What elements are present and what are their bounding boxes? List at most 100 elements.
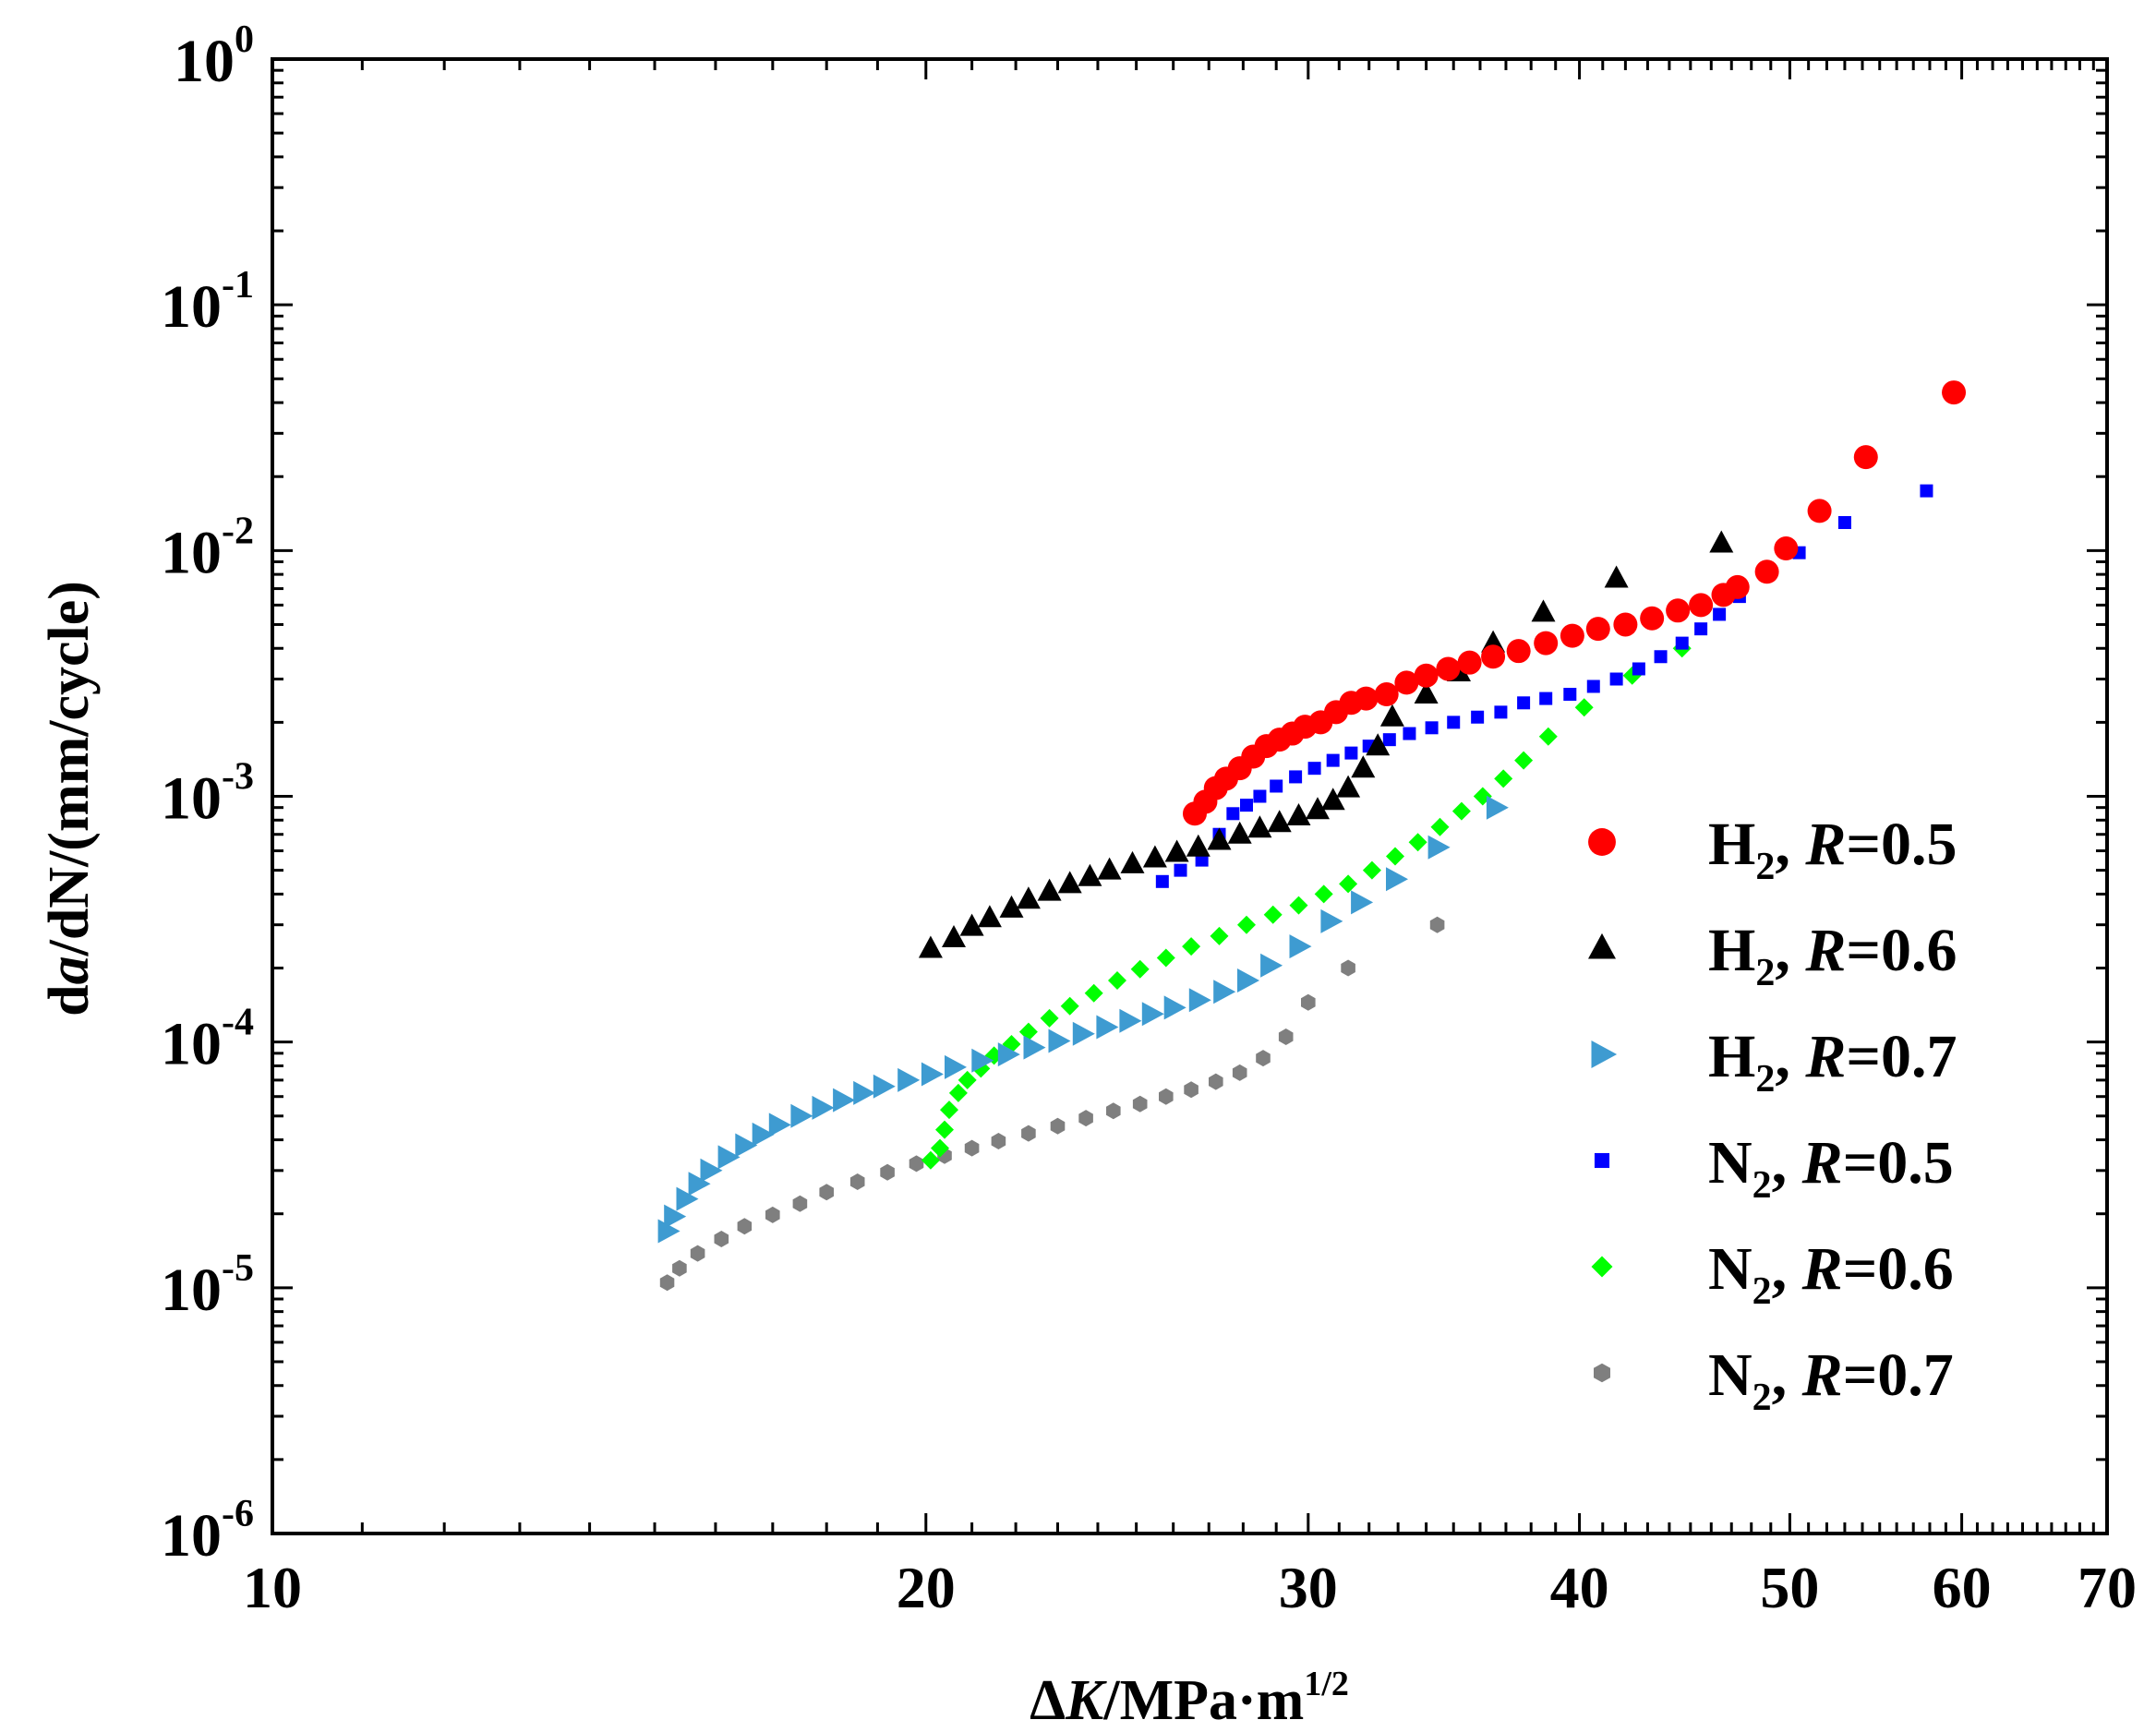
data-point	[1425, 721, 1439, 735]
data-point	[1427, 835, 1451, 860]
data-point	[1237, 968, 1259, 992]
data-point	[897, 1067, 921, 1092]
data-point	[931, 1138, 949, 1158]
legend-rvalue: =0.7	[1843, 1341, 1954, 1409]
legend-sub: 2	[1753, 1377, 1772, 1419]
data-point	[1471, 710, 1485, 724]
data-point	[1072, 1021, 1095, 1046]
data-point	[1237, 915, 1256, 934]
legend-label: H2, R=0.7	[1708, 1023, 1957, 1101]
y-tick-exp: -1	[222, 264, 254, 307]
legend-sub: 2	[1753, 1164, 1772, 1207]
data-point	[1301, 993, 1316, 1011]
y-tick-exp: 0	[235, 18, 254, 61]
data-point	[1097, 857, 1122, 880]
x-axis-label: ΔK/MPa·m1/2	[1030, 1665, 1349, 1732]
y-tick-label: 10-3	[161, 756, 254, 833]
x-tick-label: 10	[243, 1555, 302, 1620]
x-tick-label: 30	[1279, 1555, 1338, 1620]
data-point	[790, 1103, 813, 1128]
data-point	[1351, 755, 1376, 778]
data-point	[1403, 727, 1416, 740]
data-point	[1048, 1028, 1071, 1053]
data-point	[1534, 631, 1559, 656]
data-point	[1713, 607, 1727, 621]
data-point	[1920, 484, 1933, 498]
data-point	[918, 935, 943, 958]
y-tick-label: 10-2	[161, 510, 254, 586]
data-point	[1326, 753, 1340, 767]
minor-ticks	[272, 59, 2107, 1534]
x-label-var: K	[1065, 1669, 1107, 1732]
data-point	[1207, 827, 1232, 850]
data-point	[735, 1133, 758, 1158]
data-point	[1096, 1015, 1119, 1040]
legend-marker	[1591, 1256, 1613, 1278]
data-point	[1344, 746, 1358, 760]
y-label-rest: /dN/(mm/cycle)	[38, 581, 101, 956]
data-point	[940, 1101, 958, 1120]
data-point	[1307, 762, 1321, 776]
data-point	[1119, 1008, 1142, 1033]
data-point	[1675, 636, 1689, 650]
data-point	[1213, 980, 1236, 1004]
data-point	[1494, 705, 1508, 719]
data-point	[1447, 716, 1461, 729]
data-point	[1232, 1064, 1247, 1081]
data-point	[945, 1054, 967, 1079]
data-point	[752, 1122, 775, 1147]
data-point	[1774, 536, 1799, 561]
data-point	[1174, 863, 1187, 877]
legend-comma: ,	[1775, 917, 1805, 984]
data-point	[657, 1219, 681, 1244]
legend-comma: ,	[1775, 811, 1805, 878]
data-point	[1807, 499, 1832, 523]
data-point	[1210, 926, 1229, 945]
data-point	[1057, 871, 1082, 894]
data-point	[1436, 656, 1461, 681]
data-point	[1531, 599, 1556, 622]
data-point	[1164, 839, 1189, 862]
data-point	[1021, 1125, 1036, 1142]
data-point	[964, 1139, 980, 1157]
y-label-d: d	[38, 984, 101, 1016]
data-point	[1689, 593, 1714, 618]
data-point	[1286, 803, 1311, 825]
x-tick-label: 70	[2078, 1555, 2137, 1620]
data-point	[1037, 878, 1062, 901]
legend: H2, R=0.5H2, R=0.6H2, R=0.7N2, R=0.5N2, …	[1588, 811, 1957, 1419]
data-point	[1386, 847, 1404, 866]
series-square	[1155, 484, 1933, 888]
data-point	[1414, 681, 1439, 704]
y-tick-label: 10-6	[161, 1493, 254, 1570]
data-point	[1270, 779, 1283, 793]
data-point	[1182, 937, 1201, 956]
data-point	[812, 1095, 835, 1120]
x-tick-label: 40	[1550, 1555, 1609, 1620]
data-point	[1336, 775, 1361, 798]
x-axis-ticks: 10 20 30 40 50 60 70	[243, 59, 2137, 1620]
legend-marker	[1591, 1040, 1618, 1068]
data-point	[1320, 908, 1343, 933]
data-point	[1108, 971, 1126, 990]
data-point	[971, 1048, 994, 1073]
data-point	[1260, 953, 1283, 978]
y-tick-base: 10	[161, 1011, 222, 1078]
data-point	[1560, 623, 1584, 648]
data-point	[1289, 934, 1312, 959]
data-point	[1604, 565, 1629, 588]
data-point	[1130, 959, 1150, 979]
data-point	[700, 1158, 723, 1183]
data-point	[1563, 688, 1577, 702]
data-point	[768, 1113, 791, 1137]
data-point	[1429, 916, 1445, 933]
data-point	[1386, 867, 1408, 892]
legend-comma: ,	[1775, 1023, 1805, 1090]
data-point	[1267, 810, 1292, 833]
data-point	[688, 1172, 711, 1197]
data-point	[935, 1120, 954, 1139]
data-point	[1379, 704, 1404, 727]
data-point	[1837, 516, 1851, 530]
data-point	[819, 1184, 834, 1201]
data-point	[1694, 622, 1708, 636]
